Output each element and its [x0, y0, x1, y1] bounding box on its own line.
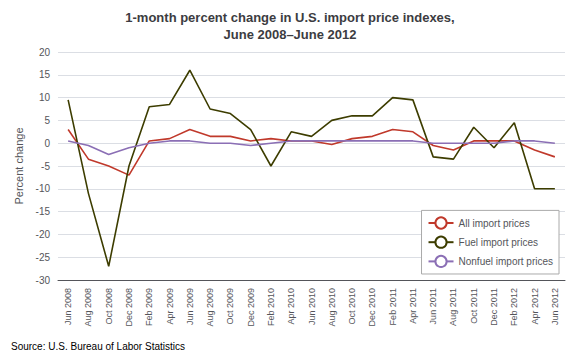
svg-text:All import prices: All import prices	[459, 218, 530, 229]
svg-text:Apr 2010: Apr 2010	[286, 288, 296, 325]
svg-text:Apr 2009: Apr 2009	[165, 288, 175, 325]
svg-text:1-month percent change in U.S.: 1-month percent change in U.S. import pr…	[125, 10, 454, 25]
svg-text:Feb 2010: Feb 2010	[266, 288, 276, 326]
svg-text:-5: -5	[41, 161, 50, 172]
svg-text:Oct 2008: Oct 2008	[104, 288, 114, 325]
svg-text:Dec 2011: Dec 2011	[489, 288, 499, 326]
svg-text:June 2008–June 2012: June 2008–June 2012	[224, 27, 357, 42]
svg-text:-15: -15	[36, 206, 51, 217]
svg-text:Jun 2009: Jun 2009	[185, 288, 195, 325]
svg-text:Oct 2011: Oct 2011	[469, 288, 479, 324]
svg-text:5: 5	[44, 115, 50, 126]
svg-text:Nonfuel import prices: Nonfuel import prices	[459, 256, 553, 267]
svg-text:-20: -20	[36, 229, 51, 240]
svg-text:Source: U.S. Bureau of Labor S: Source: U.S. Bureau of Labor Statistics	[11, 341, 185, 352]
svg-text:Feb 2009: Feb 2009	[144, 288, 154, 326]
svg-text:Fuel import prices: Fuel import prices	[459, 237, 538, 248]
svg-text:Oct 2009: Oct 2009	[225, 288, 235, 325]
svg-text:Dec 2009: Dec 2009	[246, 288, 256, 327]
svg-text:Feb 2011: Feb 2011	[388, 288, 398, 325]
svg-text:Jun 2008: Jun 2008	[63, 288, 73, 325]
svg-text:Jun 2012: Jun 2012	[550, 288, 560, 325]
svg-text:Feb 2012: Feb 2012	[509, 288, 519, 326]
svg-text:Oct 2010: Oct 2010	[347, 288, 357, 325]
svg-text:0: 0	[44, 138, 50, 149]
svg-text:Aug 2011: Aug 2011	[448, 288, 458, 326]
svg-text:-10: -10	[36, 183, 51, 194]
svg-text:Dec 2010: Dec 2010	[367, 288, 377, 327]
svg-text:Jun 2010: Jun 2010	[307, 288, 317, 325]
svg-text:10: 10	[39, 92, 51, 103]
svg-text:Aug 2009: Aug 2009	[205, 288, 215, 327]
svg-text:Apr 2011: Apr 2011	[408, 288, 418, 324]
svg-text:-30: -30	[36, 275, 51, 286]
svg-text:Dec 2008: Dec 2008	[124, 288, 134, 327]
svg-text:Aug 2010: Aug 2010	[327, 288, 337, 327]
svg-text:Percent change: Percent change	[13, 127, 25, 204]
svg-text:20: 20	[39, 47, 51, 58]
svg-text:Jun 2011: Jun 2011	[428, 288, 438, 324]
svg-text:-25: -25	[36, 252, 51, 263]
svg-text:15: 15	[39, 69, 51, 80]
svg-text:Aug 2008: Aug 2008	[83, 288, 93, 327]
svg-text:Apr 2012: Apr 2012	[530, 288, 540, 325]
